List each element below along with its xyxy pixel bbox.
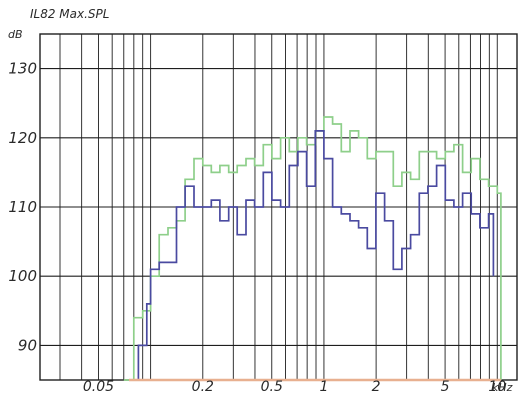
series-line-green (123, 116, 502, 381)
y-tick-label: 120 (8, 129, 37, 147)
y-tick-label: 130 (8, 60, 37, 78)
x-tick-label: 5 (441, 379, 450, 395)
grid (39, 33, 518, 381)
x-tick-label: 2 (372, 379, 381, 395)
x-tick-label: 0.05 (83, 379, 114, 395)
y-tick-label: 90 (18, 336, 37, 354)
y-tick-label: 110 (8, 198, 37, 216)
chart-title: IL82 Max.SPL (30, 7, 109, 21)
x-tick-label: 1 (319, 379, 328, 395)
x-tick-label: 10 (488, 379, 506, 395)
x-tick-labels: 0.05 0.2 0.5 1 2 5 10 (83, 379, 506, 395)
series-line-blue (129, 130, 495, 381)
y-tick-label: 100 (8, 267, 37, 285)
y-tick-labels: 90 100 110 120 130 (8, 60, 37, 355)
series-lines (123, 116, 502, 382)
x-tick-label: 0.5 (261, 379, 283, 395)
x-axis-unit: kHz (492, 381, 513, 394)
y-axis-label: dB (8, 28, 23, 41)
x-tick-label: 0.2 (192, 379, 214, 395)
